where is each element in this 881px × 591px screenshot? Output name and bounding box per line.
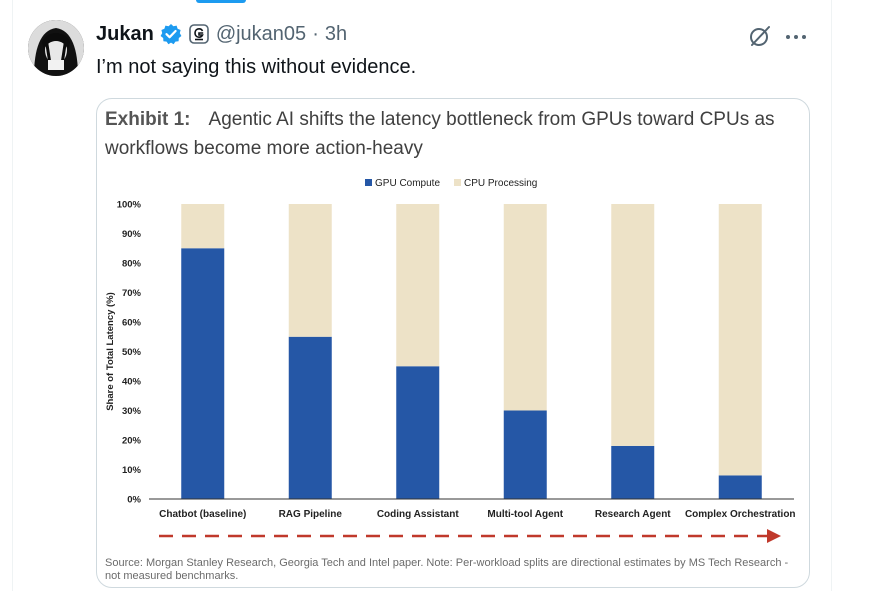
timeline-border-left	[12, 0, 13, 591]
bar-gpu	[396, 366, 440, 499]
tweet-text: I’m not saying this without evidence.	[96, 56, 417, 78]
author-handle[interactable]: @jukan05	[215, 22, 307, 45]
y-tick-label: 60%	[122, 318, 142, 329]
tweet-header: Jukan @jukan05 · 3h	[96, 20, 347, 48]
x-tick-label: Complex Orchestration	[685, 509, 796, 520]
trend-arrow-head	[767, 529, 781, 543]
bar-cpu	[611, 204, 655, 446]
y-tick-label: 0%	[127, 495, 141, 506]
more-icon[interactable]	[784, 30, 808, 42]
legend-label: GPU Compute	[375, 178, 440, 189]
tweet-media-image[interactable]: Exhibit 1: Agentic AI shifts the latency …	[96, 98, 810, 588]
bar-gpu	[288, 336, 332, 499]
bar-cpu	[181, 204, 225, 249]
y-tick-label: 80%	[122, 259, 142, 270]
y-tick-label: 20%	[122, 436, 142, 447]
bar-gpu	[181, 248, 225, 499]
legend-label: CPU Processing	[464, 178, 537, 189]
y-tick-label: 40%	[122, 377, 142, 388]
exhibit-title: Exhibit 1: Agentic AI shifts the latency …	[105, 105, 785, 163]
bar-cpu	[396, 204, 440, 367]
verified-badge-icon[interactable]	[160, 23, 182, 45]
automated-account-icon[interactable]	[188, 23, 210, 45]
avatar[interactable]	[28, 20, 84, 76]
source-note: Source: Morgan Stanley Research, Georgia…	[105, 557, 789, 582]
bar-gpu	[503, 410, 547, 499]
grok-icon[interactable]	[748, 24, 772, 48]
legend-swatch	[365, 179, 372, 186]
bar-cpu	[718, 204, 762, 476]
exhibit-title-text: Agentic AI shifts the latency bottleneck…	[105, 109, 775, 159]
bar-cpu	[503, 204, 547, 411]
x-tick-label: Coding Assistant	[377, 509, 460, 520]
legend-swatch	[454, 179, 461, 186]
x-tick-label: Chatbot (baseline)	[159, 509, 246, 520]
bar-gpu	[718, 475, 762, 499]
bar-cpu	[288, 204, 332, 337]
x-tick-label: Multi-tool Agent	[487, 509, 563, 520]
tweet-timestamp[interactable]: 3h	[324, 22, 348, 45]
tab-indicator	[196, 0, 246, 3]
y-tick-label: 10%	[122, 465, 142, 476]
header-separator: ·	[312, 22, 319, 45]
y-tick-label: 70%	[122, 288, 142, 299]
timeline-border-right	[831, 0, 832, 591]
y-tick-label: 50%	[122, 347, 142, 358]
author-name[interactable]: Jukan	[96, 22, 154, 45]
y-tick-label: 90%	[122, 229, 142, 240]
exhibit-label: Exhibit 1:	[105, 109, 191, 130]
y-axis-label: Share of Total Latency (%)	[105, 292, 116, 411]
y-tick-label: 30%	[122, 406, 142, 417]
x-tick-label: RAG Pipeline	[279, 509, 343, 520]
x-tick-label: Research Agent	[595, 509, 671, 520]
y-tick-label: 100%	[117, 200, 142, 211]
bar-gpu	[611, 445, 655, 499]
stacked-bar-chart: GPU Compute CPU Processing 0% 10% 20% 30% 40% 5…	[105, 178, 796, 543]
